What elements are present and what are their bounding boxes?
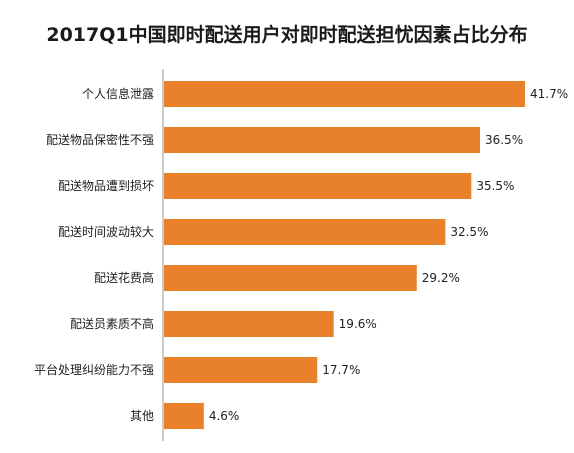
bar	[164, 173, 472, 199]
value-label: 19.6%	[339, 317, 377, 331]
value-label: 35.5%	[476, 179, 514, 193]
bar	[164, 219, 446, 245]
value-label: 36.5%	[485, 133, 523, 147]
category-label: 配送员素质不高	[70, 316, 154, 331]
bar	[164, 265, 417, 291]
category-label: 个人信息泄露	[82, 86, 154, 101]
bar	[164, 81, 525, 107]
value-label: 4.6%	[209, 409, 240, 423]
bars-group: 个人信息泄露 41.7% 配送物品保密性不强 36.5% 配送物品遭到损坏 35.5% 配送…	[34, 81, 568, 429]
value-label: 32.5%	[450, 225, 488, 239]
bar	[164, 403, 204, 429]
category-label: 配送物品保密性不强	[46, 132, 154, 147]
category-label: 其他	[130, 409, 154, 423]
category-label: 配送物品遭到损坏	[58, 178, 154, 193]
bar	[164, 127, 480, 153]
category-label: 配送花费高	[94, 270, 154, 285]
bar	[164, 311, 334, 337]
value-label: 17.7%	[322, 363, 360, 377]
value-label: 29.2%	[422, 271, 460, 285]
value-label: 41.7%	[530, 87, 568, 101]
category-label: 配送时间波动较大	[58, 224, 154, 239]
bar	[164, 357, 318, 383]
chart-title: 2017Q1中国即时配送用户对即时配送担忧因素占比分布	[46, 24, 528, 46]
category-label: 平台处理纠纷能力不强	[34, 362, 154, 377]
